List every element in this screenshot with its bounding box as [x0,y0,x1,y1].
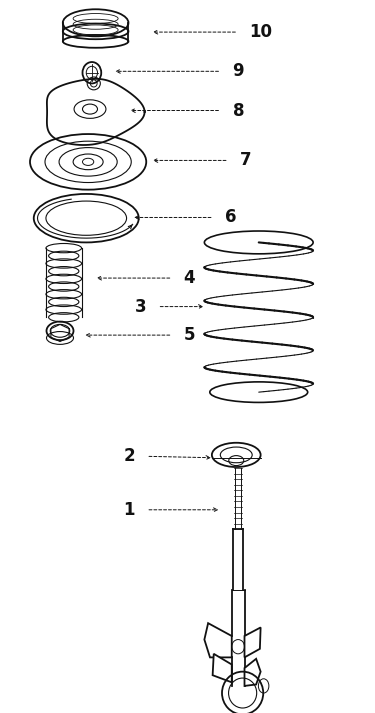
Polygon shape [204,623,232,657]
Text: 7: 7 [240,151,252,170]
Text: 8: 8 [232,101,244,120]
Text: 9: 9 [232,62,244,81]
Text: 2: 2 [123,447,135,466]
Polygon shape [244,627,261,657]
Text: 1: 1 [123,501,135,519]
Text: 10: 10 [249,23,272,41]
Polygon shape [244,659,261,686]
Text: 5: 5 [184,326,195,344]
Text: 4: 4 [184,269,195,287]
Text: 6: 6 [225,208,237,227]
Text: 3: 3 [135,297,146,316]
Polygon shape [213,654,232,682]
